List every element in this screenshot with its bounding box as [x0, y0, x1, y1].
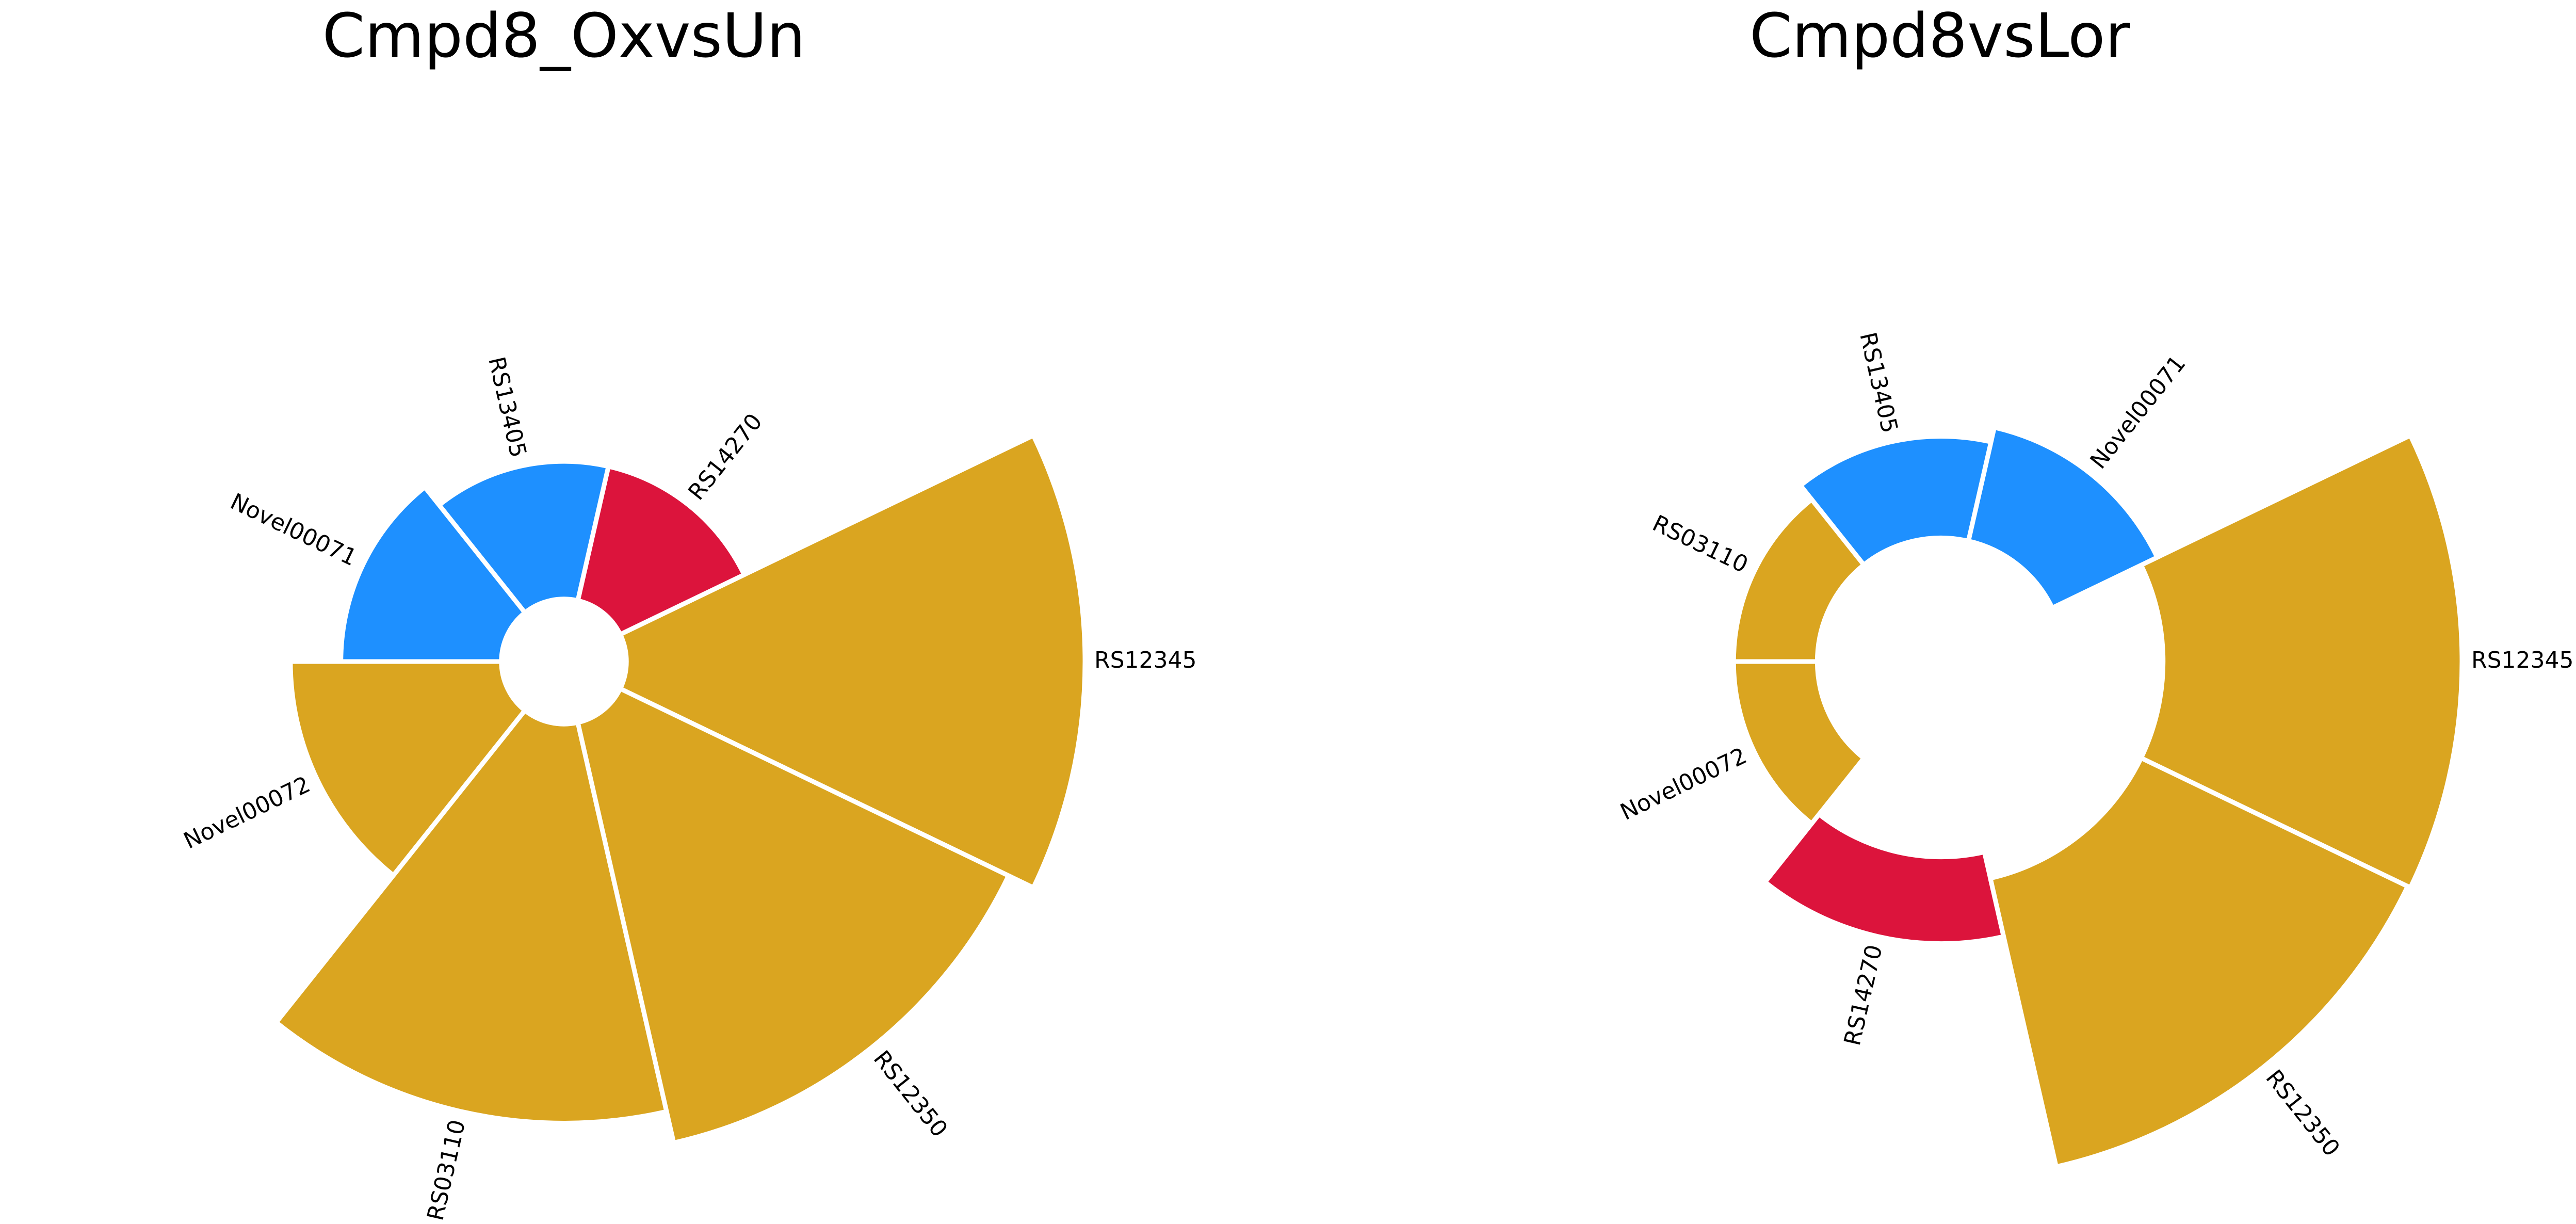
sector-rs12345: [2138, 432, 2465, 891]
sector-novel00071: [1965, 424, 2161, 611]
sector-rs03110: [272, 707, 670, 1125]
sector-rs12350: [1987, 754, 2411, 1170]
sector-rs03110: [1731, 496, 1867, 664]
sector-rs12350: [575, 685, 1012, 1146]
sector-rs13405: [1797, 433, 1994, 569]
sectors: [1731, 424, 2465, 1170]
sector-novel00072: [288, 659, 528, 879]
polar-chart-cmpd8-oxvsun: Cmpd8_OxvsUn RS12345RS14270RS13405Novel0…: [180, 0, 1196, 1223]
label-rs12345: RS12345: [2471, 647, 2573, 673]
sector-rs14270: [575, 463, 748, 638]
chart-title: Cmpd8_OxvsUn: [322, 0, 805, 71]
sector-rs14270: [1761, 811, 2007, 946]
chart-title: Cmpd8vsLor: [1749, 0, 2130, 71]
sector-novel00072: [1731, 659, 1867, 827]
sectors: [272, 432, 1088, 1146]
sector-rs12345: [617, 432, 1088, 891]
label-rs12345: RS12345: [1094, 647, 1196, 673]
sector-novel00071: [338, 484, 528, 664]
sector-rs13405: [435, 459, 611, 616]
